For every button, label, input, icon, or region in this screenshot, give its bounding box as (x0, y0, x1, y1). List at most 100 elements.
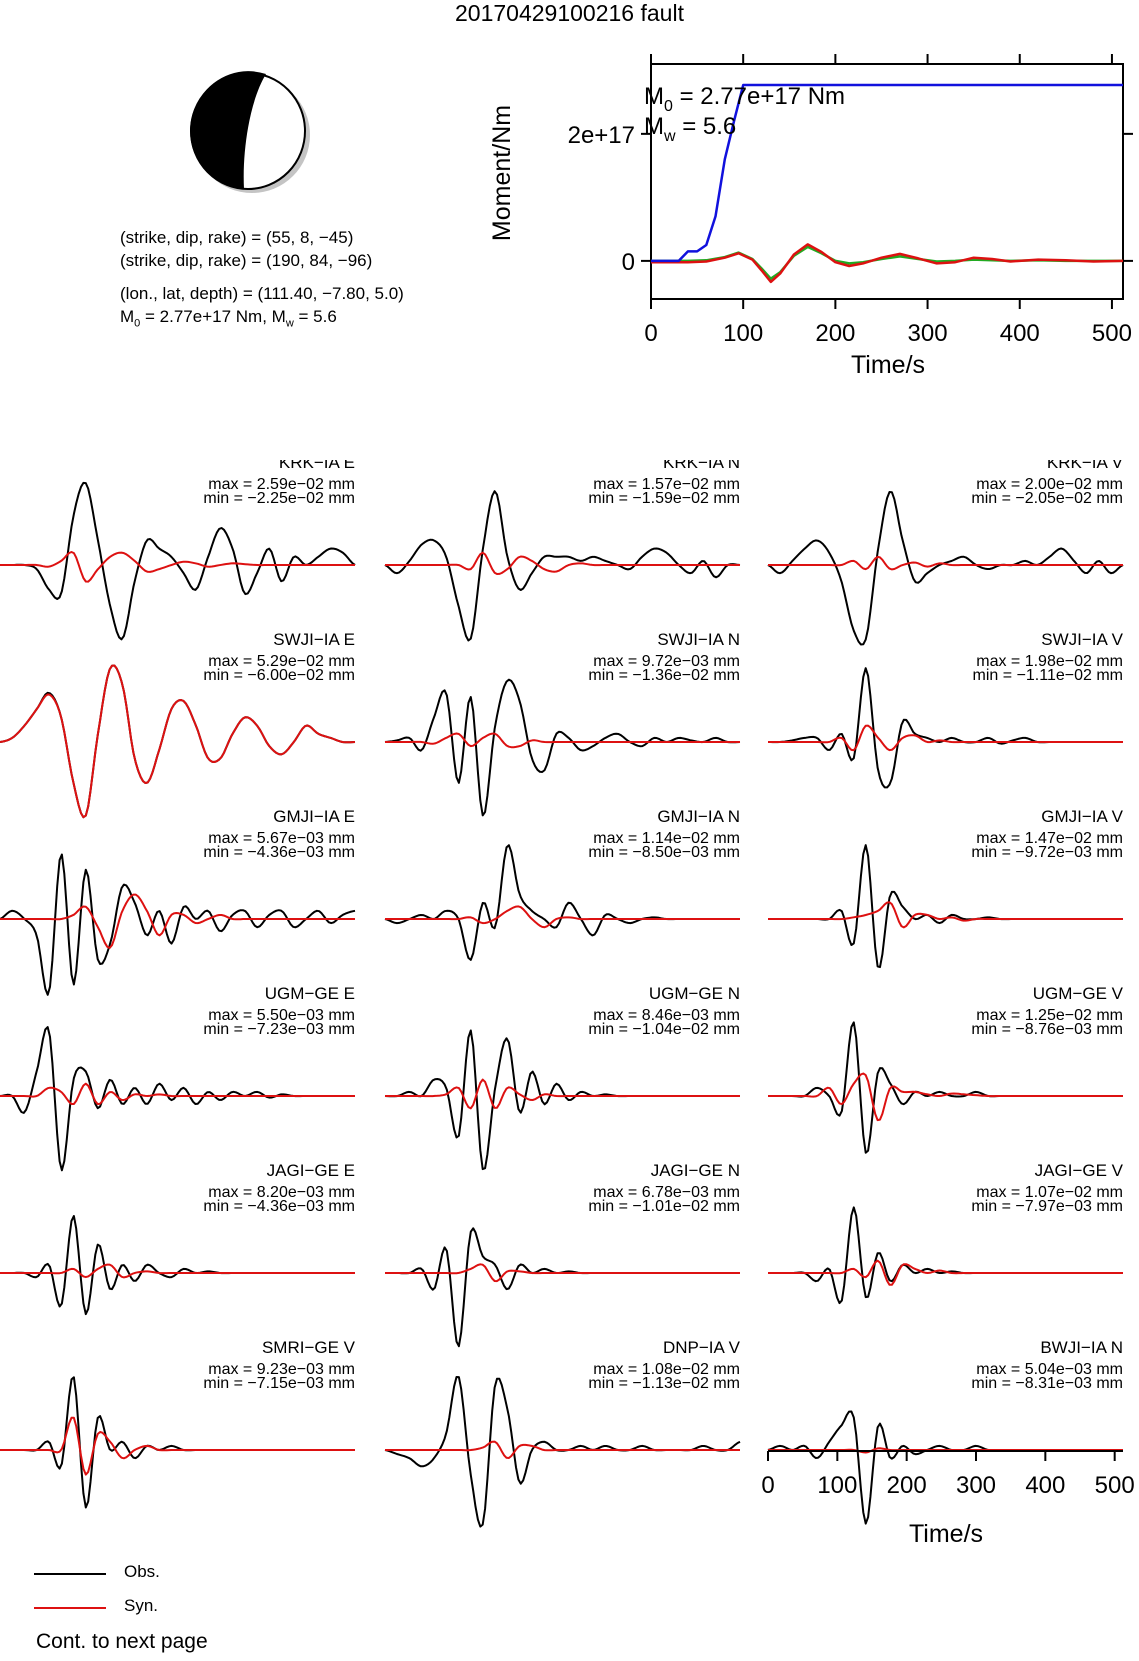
trace-station-label: UGM−GE N (649, 984, 740, 1003)
observed-waveform (0, 664, 356, 819)
trace-min-label: min = −8.31e−03 mm (971, 1375, 1123, 1392)
trace-max-label: max = 9.72e−03 mm (593, 653, 740, 670)
observed-waveform (385, 1227, 740, 1348)
wave-x-tick-label: 400 (1025, 1472, 1065, 1499)
trace-max-label: max = 5.50e−03 mm (208, 1007, 355, 1024)
m0-symbol: M (120, 307, 135, 326)
wave-x-axis-label: Time/s (909, 1520, 983, 1548)
trace-station-label: UGM−GE E (265, 984, 355, 1003)
trace-max-label: max = 8.46e−03 mm (593, 1007, 740, 1024)
trace-station-label: SWJI−IA N (657, 630, 740, 649)
trace-station-label: JAGI−GE E (267, 1161, 355, 1180)
compressional-quadrant (190, 71, 266, 189)
observed-waveform (384, 678, 741, 817)
m0-value: = 2.77e+17 Nm, M (140, 307, 286, 326)
trace-station-label: KRK−IA E (279, 460, 355, 472)
synthetic-waveform (768, 555, 1123, 571)
trace-max-label: max = 6.78e−03 mm (593, 1184, 740, 1201)
magnitude-text: M0 = 2.77e+17 Nm, Mw = 5.6 (120, 307, 337, 329)
trace-station-label: KRK−IA N (663, 460, 740, 472)
synthetic-waveform (385, 1078, 740, 1110)
trace-min-label: min = −1.01e−02 mm (588, 1198, 740, 1215)
wave-x-tick-label: 300 (956, 1472, 996, 1499)
observed-waveform (0, 481, 356, 641)
mw-subscript: w (285, 317, 294, 330)
trace-min-label: min = −9.72e−03 mm (971, 844, 1123, 861)
trace-min-label: min = −2.05e−02 mm (971, 490, 1123, 507)
synthetic-waveform (768, 1072, 1123, 1122)
synthetic-waveform (0, 1082, 355, 1106)
mw-annotation: Mw = 5.6 (644, 113, 736, 145)
synthetic-waveform (385, 1440, 740, 1459)
trace-station-label: UGM−GE V (1033, 984, 1124, 1003)
synthetic-waveform (0, 1263, 355, 1279)
y-axis-label: Moment/Nm (488, 105, 516, 241)
location-text: (lon., lat, depth) = (111.40, −7.80, 5.0… (120, 284, 404, 303)
trace-max-label: max = 1.07e−02 mm (976, 1184, 1123, 1201)
trace-max-label: max = 1.08e−02 mm (593, 1361, 740, 1378)
series-line-syn (651, 243, 1124, 284)
trace-station-label: SWJI−IA E (273, 630, 355, 649)
trace-max-label: max = 5.67e−03 mm (208, 830, 355, 847)
legend-syn-line (34, 1607, 106, 1609)
synthetic-waveform (0, 893, 355, 949)
observed-waveform (768, 667, 1123, 789)
trace-station-label: BWJI−IA N (1040, 1338, 1123, 1357)
trace-max-label: max = 2.00e−02 mm (976, 476, 1123, 493)
trace-min-label: min = −2.25e−02 mm (203, 490, 355, 507)
observed-waveform (767, 491, 1124, 646)
trace-min-label: min = −7.15e−03 mm (203, 1375, 355, 1392)
x-tick-label: 500 (1092, 320, 1132, 347)
nodal-plane-1-text: (strike, dip, rake) = (55, 8, −45) (120, 228, 354, 247)
trace-station-label: GMJI−IA N (657, 807, 740, 826)
trace-station-label: JAGI−GE N (651, 1161, 740, 1180)
trace-min-label: min = −8.76e−03 mm (971, 1021, 1123, 1038)
x-tick-label: 400 (1000, 320, 1040, 347)
synthetic-waveform (0, 551, 355, 583)
synthetic-waveform (385, 551, 740, 575)
x-axis-label: Time/s (851, 351, 925, 379)
synthetic-waveform (768, 901, 1123, 929)
trace-max-label: max = 2.59e−02 mm (208, 476, 355, 493)
wave-x-tick-label: 0 (761, 1472, 774, 1499)
x-tick-label: 100 (723, 320, 763, 347)
trace-max-label: max = 1.47e−02 mm (976, 830, 1123, 847)
y-tick-label: 2e+17 (568, 122, 635, 149)
legend-obs-line (34, 1573, 106, 1575)
nodal-plane-2-text: (strike, dip, rake) = (190, 84, −96) (120, 251, 373, 270)
trace-min-label: min = −8.50e−03 mm (588, 844, 740, 861)
legend-obs-label: Obs. (124, 1562, 160, 1581)
observed-waveform (384, 490, 741, 642)
observed-waveform (0, 853, 356, 996)
observed-waveform (384, 844, 740, 961)
synthetic-waveform (385, 732, 740, 749)
m0-subscript: 0 (134, 317, 141, 330)
observed-waveform (0, 1215, 355, 1316)
trace-station-label: GMJI−IA E (273, 807, 355, 826)
trace-min-label: min = −1.11e−02 mm (973, 667, 1123, 684)
observed-waveform (768, 1021, 1123, 1154)
synthetic-waveform (385, 905, 740, 929)
trace-min-label: min = −1.13e−02 mm (588, 1375, 740, 1392)
observed-waveform (0, 1026, 355, 1172)
legend-syn-label: Syn. (124, 1596, 159, 1615)
trace-max-label: max = 5.29e−02 mm (208, 653, 355, 670)
observed-waveform (768, 1206, 1123, 1305)
trace-station-label: KRK−IA V (1047, 460, 1124, 472)
synthetic-waveform (768, 724, 1123, 752)
x-tick-label: 200 (815, 320, 855, 347)
wave-x-tick-label: 500 (1095, 1472, 1135, 1499)
series-line-green (651, 245, 1123, 280)
synthetic-waveform (0, 664, 356, 819)
observed-waveform (767, 1410, 1123, 1525)
trace-max-label: max = 5.04e−03 mm (976, 1361, 1123, 1378)
